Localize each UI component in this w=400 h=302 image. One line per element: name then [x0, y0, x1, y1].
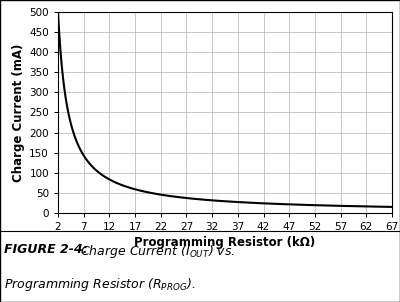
X-axis label: Programming Resistor (kΩ): Programming Resistor (kΩ) — [134, 236, 316, 249]
Text: Charge Current ($\mathit{I}_{OUT}$) vs.: Charge Current ($\mathit{I}_{OUT}$) vs. — [80, 243, 235, 260]
Text: Programming Resistor ($\mathit{R}_{PROG}$).: Programming Resistor ($\mathit{R}_{PROG}… — [4, 276, 195, 293]
Text: FIGURE 2-4:: FIGURE 2-4: — [4, 243, 88, 256]
Y-axis label: Charge Current (mA): Charge Current (mA) — [12, 43, 25, 182]
